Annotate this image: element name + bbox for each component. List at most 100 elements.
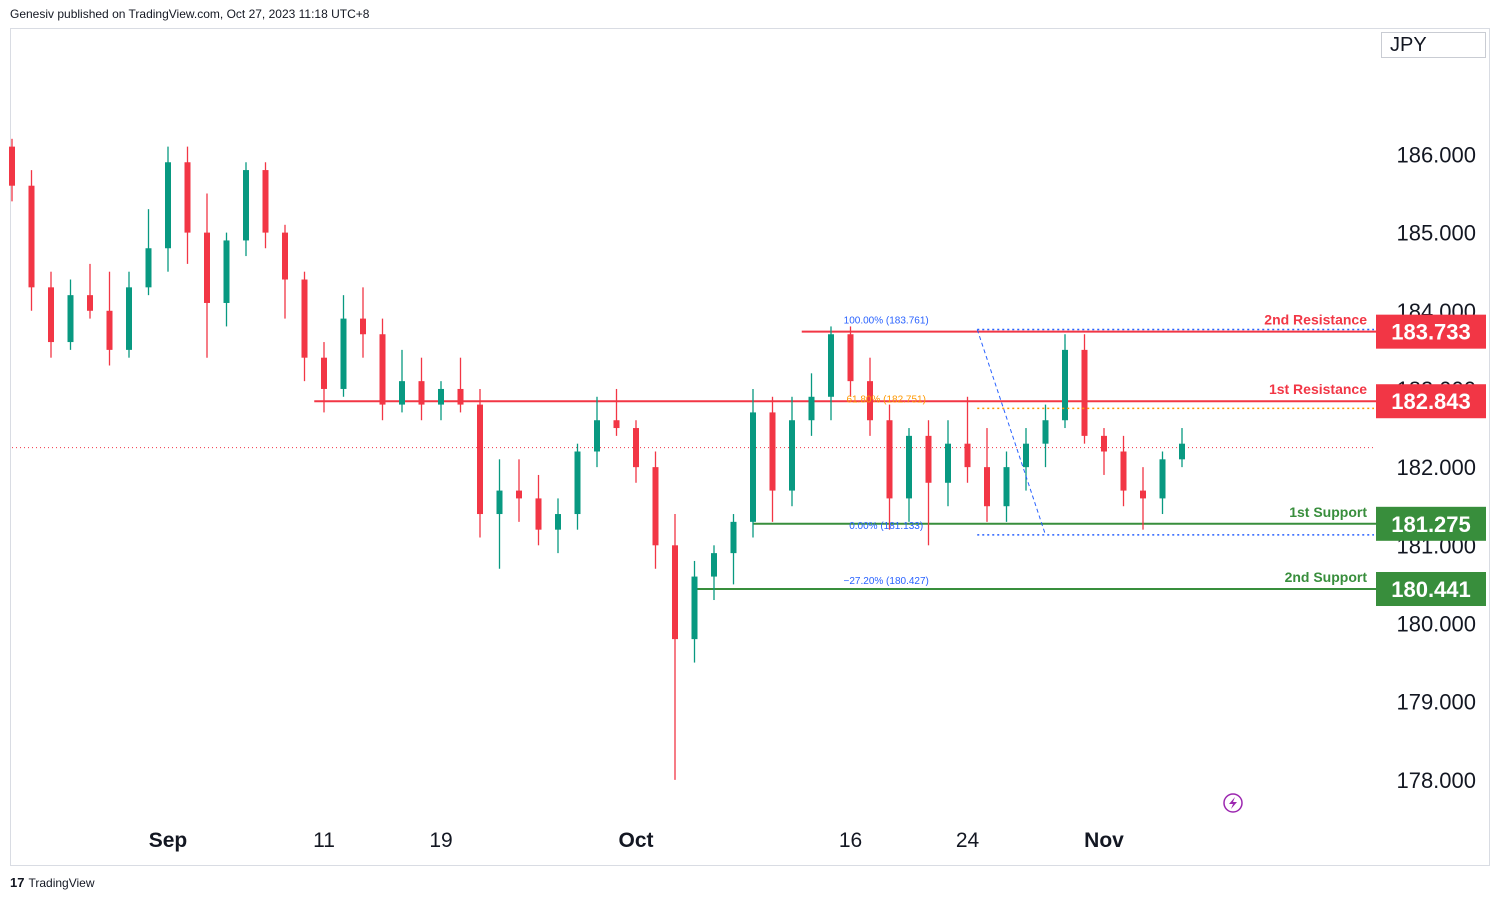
candle — [906, 428, 912, 522]
x-tick-label: 16 — [839, 829, 862, 852]
level-label: 1st Support — [1289, 504, 1367, 520]
candle-body — [574, 451, 581, 515]
candle-body — [379, 334, 386, 405]
candle-body — [633, 428, 639, 468]
candle-body — [808, 396, 815, 421]
fib-level-label: −27.20% (180.427) — [844, 576, 929, 587]
candle — [321, 342, 327, 413]
candle — [1081, 334, 1088, 444]
candle — [28, 170, 35, 311]
candle-body — [477, 404, 483, 515]
candle-body — [87, 295, 93, 311]
candle — [87, 263, 93, 319]
candle — [555, 498, 561, 554]
candle-body — [1081, 349, 1088, 436]
tradingview-logo-icon: 17 — [10, 875, 25, 890]
support-resistance-lines: 2nd Resistance 1st Resistance 1st Support 2… — [12, 312, 1376, 591]
candle-body — [360, 318, 366, 335]
candle — [1159, 451, 1166, 515]
candle — [808, 373, 815, 436]
currency-selector[interactable]: JPY — [1381, 32, 1486, 58]
price-tag-box — [1376, 314, 1486, 349]
candle-body — [984, 467, 990, 507]
candle — [516, 459, 522, 522]
price-tag-box — [1376, 506, 1486, 541]
candle — [945, 420, 951, 507]
candle — [535, 474, 542, 546]
footer-brand-text: TradingView — [28, 875, 95, 890]
candle — [1120, 435, 1127, 507]
x-tick-label: Oct — [618, 829, 653, 852]
y-tick-label: 179.000 — [1396, 690, 1476, 715]
candle — [1062, 334, 1068, 429]
candle-body — [204, 232, 210, 303]
candle — [243, 162, 249, 257]
candle-body — [945, 443, 951, 483]
candle — [730, 514, 737, 585]
candle-body — [964, 443, 971, 468]
candle-body — [750, 412, 756, 522]
publisher-header: Genesiv published on TradingView.com, Oc… — [10, 7, 370, 21]
candle — [1042, 404, 1049, 468]
candle — [964, 396, 971, 483]
candle — [672, 514, 678, 780]
candle — [126, 271, 132, 358]
candle — [301, 271, 308, 382]
x-tick-label: Nov — [1084, 829, 1124, 852]
x-tick-label: Sep — [149, 829, 188, 852]
y-tick-label: 182.000 — [1396, 455, 1476, 480]
y-tick-label: 180.000 — [1396, 611, 1476, 636]
candle — [477, 388, 483, 538]
candle-body — [1159, 459, 1166, 499]
candle-body — [165, 162, 171, 249]
candle — [438, 381, 444, 421]
candle-body — [223, 240, 230, 303]
fib-level-label: 0.00% (181.133) — [849, 521, 923, 532]
price-tag-label: 182.843 — [1391, 389, 1471, 414]
candle — [399, 349, 405, 413]
candle-body — [886, 420, 893, 499]
candle-body — [516, 490, 522, 499]
time-axis: Sep 11 19 Oct 16 24 Nov — [149, 829, 1124, 852]
candle — [1101, 428, 1107, 475]
candle — [67, 279, 74, 350]
lightning-icon[interactable] — [1223, 793, 1243, 813]
candle-body — [243, 170, 249, 241]
candle-body — [321, 357, 327, 389]
candle — [165, 146, 171, 272]
candle — [633, 420, 639, 483]
x-tick-label: 19 — [429, 829, 452, 852]
candle — [691, 560, 698, 663]
fibonacci-labels: 100.00% (183.761) 61.80% (182.751) 0.00% (… — [844, 315, 1374, 587]
candle — [340, 295, 347, 397]
candle — [204, 193, 210, 358]
price-axis: 186.000185.000184.000183.000182.000181.0… — [1396, 142, 1476, 792]
candle-body — [399, 381, 405, 405]
candle — [262, 162, 269, 249]
candle — [750, 388, 756, 538]
candle-body — [769, 412, 776, 491]
candle-body — [457, 388, 464, 405]
candle-body — [1062, 349, 1068, 421]
candle-body — [496, 490, 503, 515]
candle — [867, 357, 873, 436]
candle-body — [1101, 435, 1107, 452]
candle — [379, 318, 386, 421]
candle — [984, 428, 990, 522]
candle — [594, 396, 600, 468]
candle — [48, 271, 54, 358]
candle-body — [730, 521, 737, 554]
candle — [574, 443, 581, 530]
candle-body — [48, 287, 54, 343]
candle-body — [28, 185, 35, 288]
candle-body — [847, 334, 854, 382]
candle-body — [418, 381, 425, 405]
candle — [145, 209, 152, 296]
price-tag-box — [1376, 384, 1486, 419]
candle — [9, 138, 15, 202]
y-tick-label: 178.000 — [1396, 768, 1476, 793]
candle-body — [925, 435, 932, 483]
x-tick-label: 24 — [956, 829, 980, 852]
candle-body — [828, 334, 834, 397]
